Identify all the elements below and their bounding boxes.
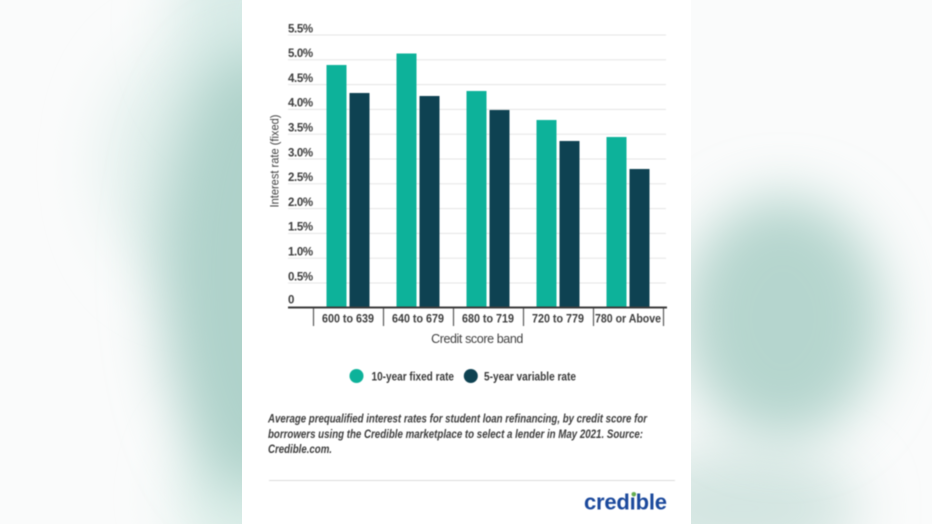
svg-text:Average prequalified interest: Average prequalified interest rates for … [267,411,648,425]
svg-text:5-year variable rate: 5-year variable rate [484,369,576,383]
svg-text:3.0%: 3.0% [288,147,313,159]
svg-text:Credit score band: Credit score band [431,332,523,346]
svg-text:4.5%: 4.5% [288,73,313,85]
svg-text:0.5%: 0.5% [288,271,313,283]
svg-text:1.5%: 1.5% [288,222,313,234]
svg-text:borrowers using the Credible m: borrowers using the Credible marketplace… [268,427,643,441]
svg-text:5.5%: 5.5% [288,23,313,35]
svg-text:0: 0 [288,294,294,306]
svg-text:2.5%: 2.5% [288,172,313,184]
svg-text:4.0%: 4.0% [288,98,313,110]
svg-text:Credible.com.: Credible.com. [268,442,332,456]
svg-text:Interest rate (fixed): Interest rate (fixed) [268,115,282,208]
svg-text:2.0%: 2.0% [288,197,313,209]
svg-text:3.5%: 3.5% [288,123,313,135]
svg-text:credıble: credıble [584,490,667,515]
svg-text:720 to 779: 720 to 779 [532,312,584,326]
svg-text:780 or Above: 780 or Above [595,312,661,326]
svg-text:10-year fixed rate: 10-year fixed rate [372,369,455,383]
svg-text:680 to 719: 680 to 719 [462,312,514,326]
svg-text:600 to 639: 600 to 639 [322,312,374,326]
svg-text:640 to 679: 640 to 679 [392,312,444,326]
svg-text:1.0%: 1.0% [288,247,313,259]
svg-text:5.0%: 5.0% [288,48,313,60]
